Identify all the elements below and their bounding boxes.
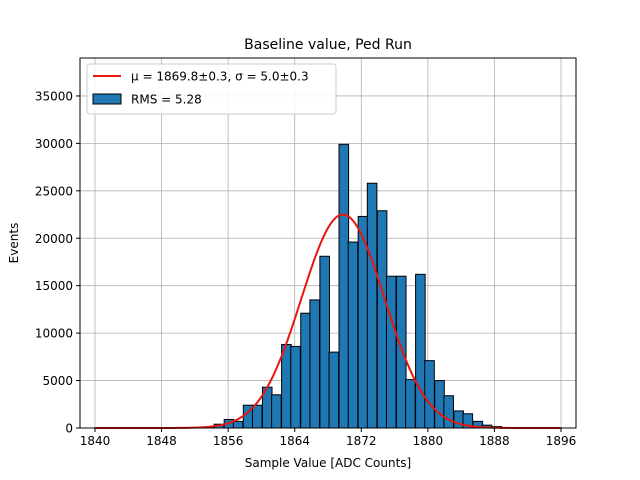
x-tick-label: 1880 <box>413 434 444 448</box>
histogram-bar <box>251 404 263 429</box>
histogram-bar <box>366 182 378 429</box>
histogram-bar <box>319 255 330 429</box>
y-axis-label: Events <box>7 223 21 264</box>
plot-frame <box>79 57 577 429</box>
histogram-bar <box>328 351 340 429</box>
x-tick-label: 1888 <box>479 434 510 448</box>
x-tick-label: 1848 <box>146 434 177 448</box>
chart-title: Baseline value, Ped Run <box>244 37 412 53</box>
y-tick-label: 10000 <box>35 327 73 341</box>
histogram-bar <box>443 395 454 429</box>
histogram-bar <box>376 210 388 429</box>
histogram-bar <box>281 344 292 429</box>
legend-label-fit: μ = 1869.8±0.3, σ = 5.0±0.3 <box>131 70 309 84</box>
histogram-bar <box>300 312 311 429</box>
histogram-bar <box>290 345 301 429</box>
histogram-bar <box>385 275 397 429</box>
histogram-bar <box>271 394 282 429</box>
histogram-bar <box>338 143 350 429</box>
histogram-bar <box>434 380 445 429</box>
y-tick-label: 35000 <box>35 89 73 103</box>
histogram-bar <box>405 379 416 429</box>
y-tick-label: 5000 <box>42 374 73 388</box>
y-tick-label: 30000 <box>35 137 73 151</box>
histogram-bar <box>232 420 244 429</box>
y-axis-ticks: 0 5000 10000 15000 20000 25000 30000 35000 <box>35 89 80 436</box>
x-axis-ticks: 1840 1848 1856 1864 1872 1880 1888 1896 <box>80 428 577 448</box>
x-tick-label: 1856 <box>213 434 244 448</box>
x-tick-label: 1864 <box>279 434 310 448</box>
legend-box <box>86 63 337 115</box>
x-tick-label: 1840 <box>80 434 111 448</box>
histogram-bar <box>424 360 435 429</box>
y-tick-label: 15000 <box>35 279 73 293</box>
x-axis-label: Sample Value [ADC Counts] <box>245 456 411 470</box>
x-tick-label: 1872 <box>346 434 377 448</box>
histogram-bar <box>415 273 426 429</box>
histogram-bar <box>309 299 320 429</box>
y-tick-label: 0 <box>65 422 73 436</box>
histogram-bar <box>395 275 407 429</box>
legend-bar-swatch <box>92 93 122 105</box>
legend: μ = 1869.8±0.3, σ = 5.0±0.3 RMS = 5.28 <box>86 63 337 115</box>
y-tick-label: 20000 <box>35 232 73 246</box>
histogram-bar <box>347 241 359 429</box>
y-tick-label: 25000 <box>35 184 73 198</box>
legend-label-rms: RMS = 5.28 <box>131 93 202 107</box>
x-tick-label: 1896 <box>546 434 577 448</box>
